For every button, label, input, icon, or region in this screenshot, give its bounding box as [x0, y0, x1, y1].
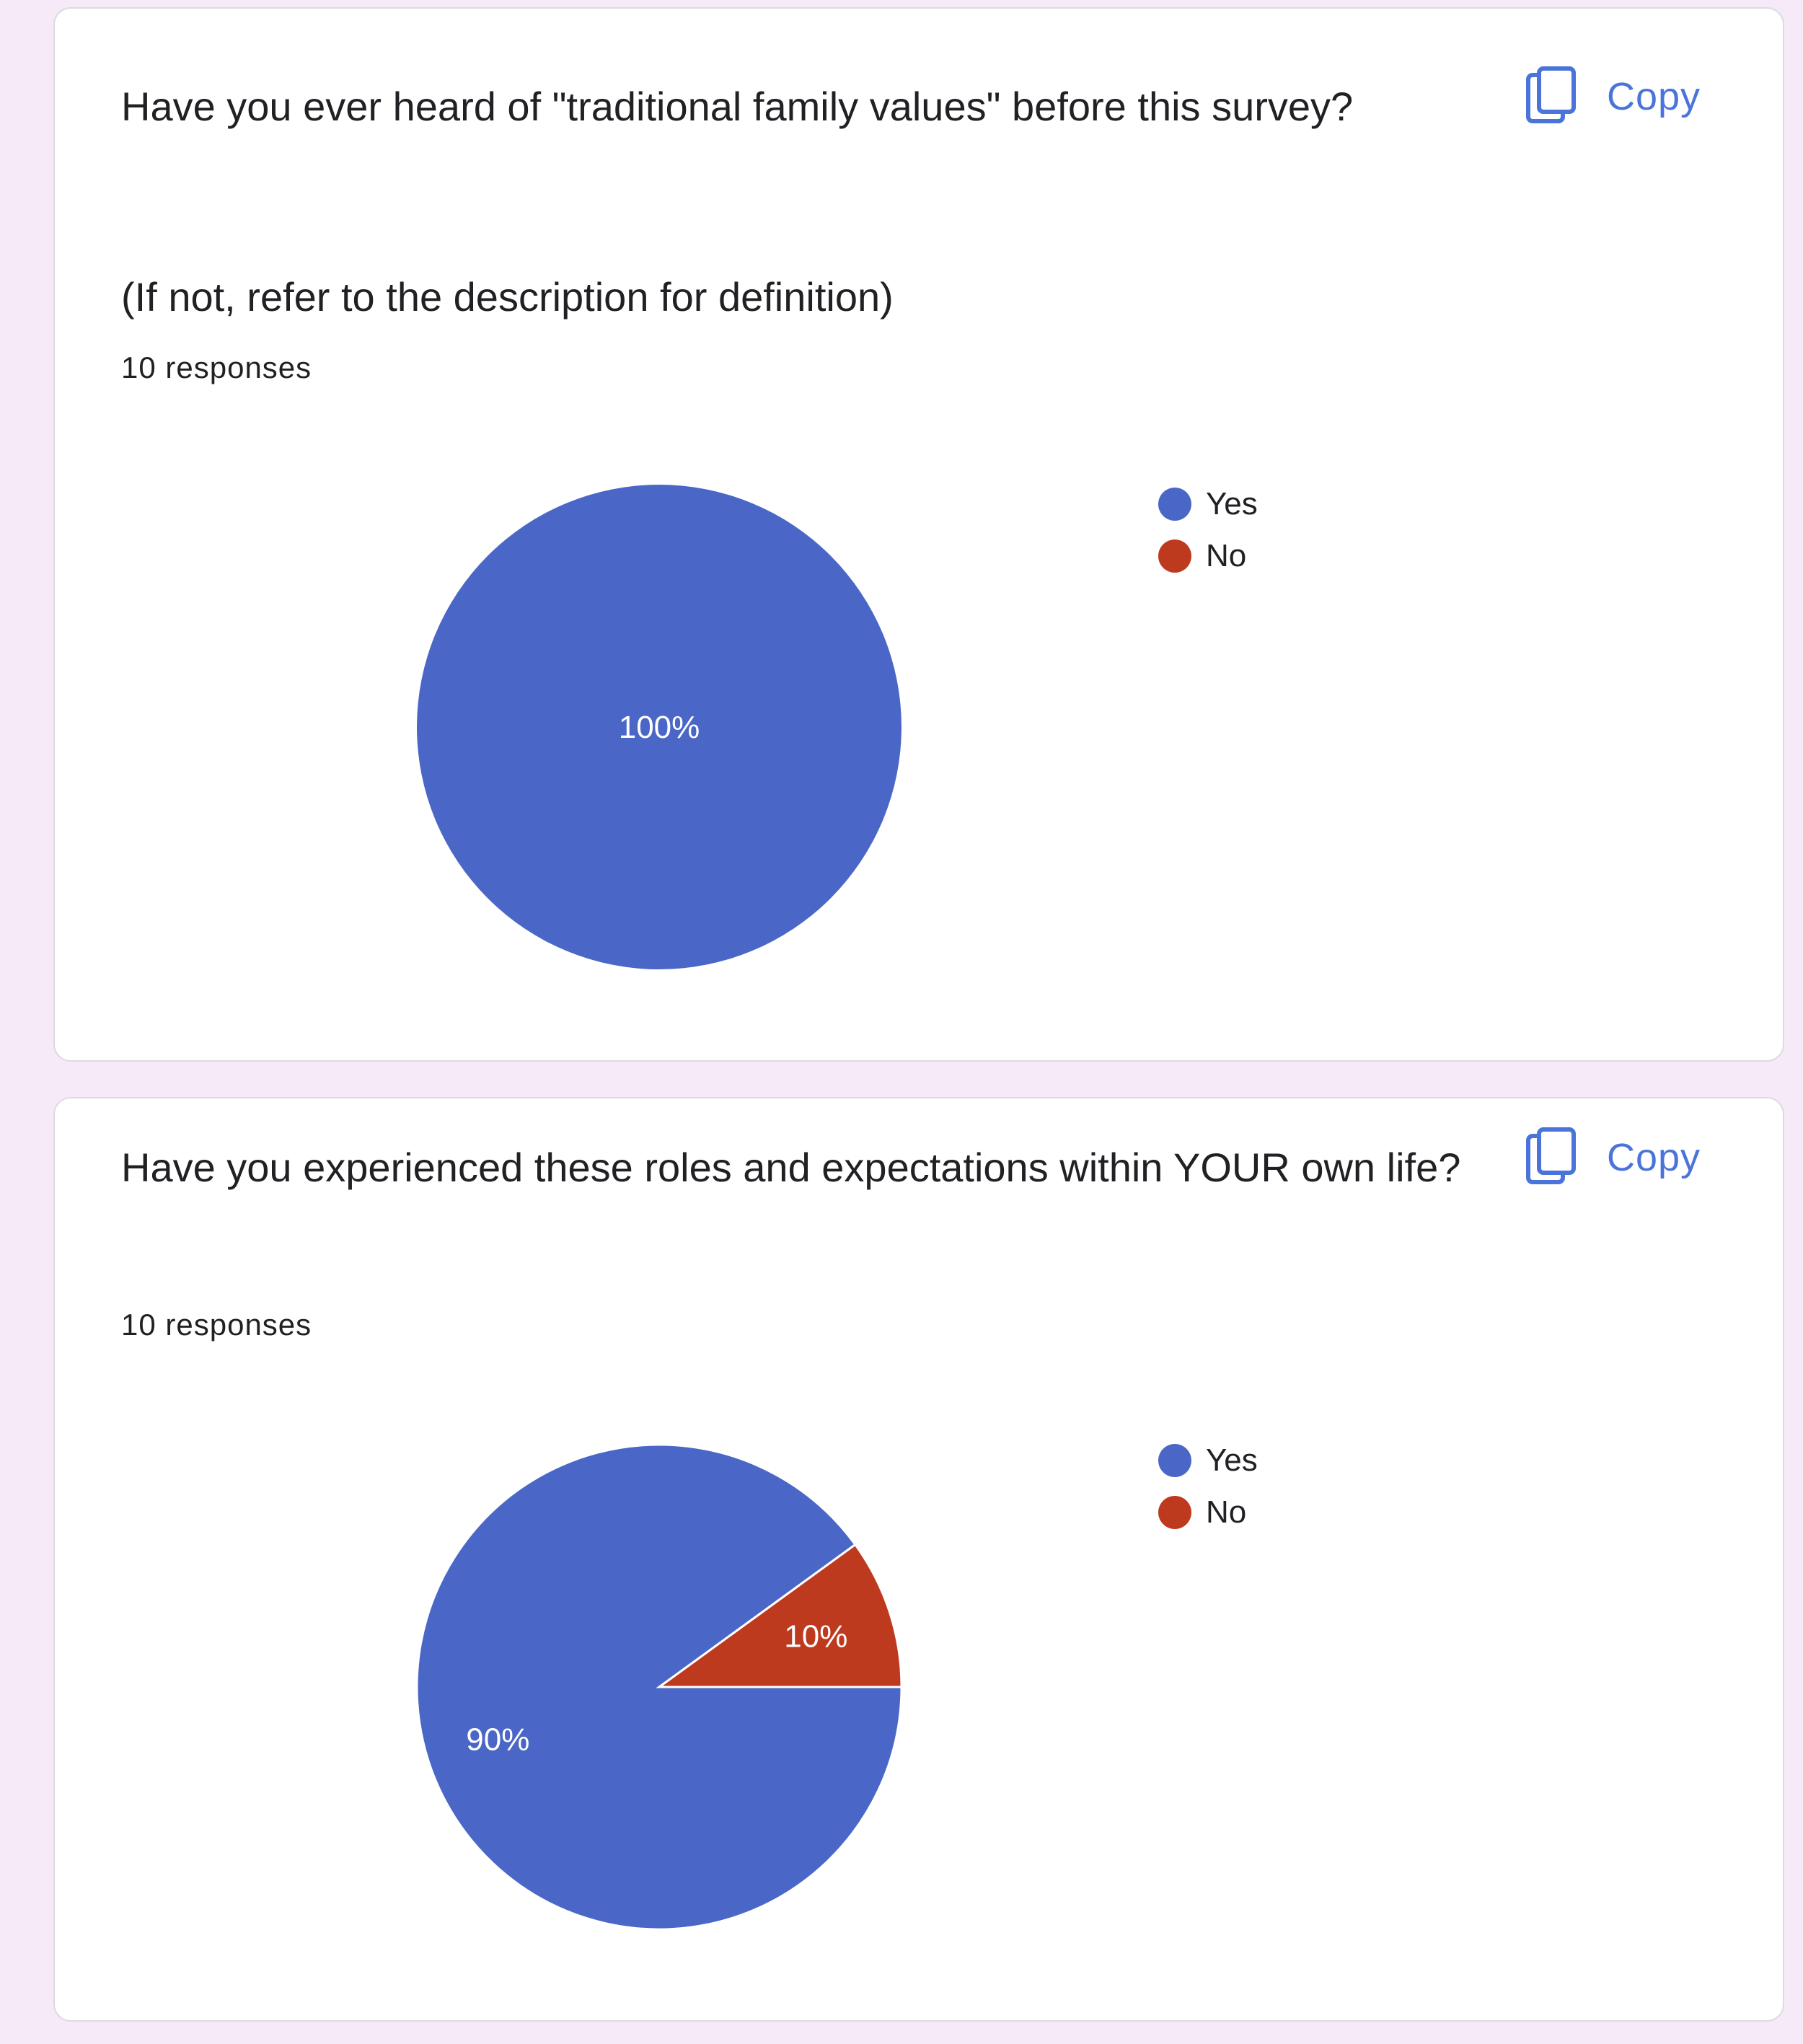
copy-label: Copy — [1607, 1136, 1701, 1179]
legend-item-no: No — [1158, 1486, 1447, 1538]
legend-item-no: No — [1158, 530, 1447, 582]
question-card-1: Have you ever heard of "traditional fami… — [53, 7, 1784, 1062]
response-count: 10 responses — [121, 351, 312, 384]
legend-label-no: No — [1206, 538, 1247, 573]
legend-label-no: No — [1206, 1494, 1247, 1530]
copy-label: Copy — [1607, 75, 1701, 118]
legend-item-yes: Yes — [1158, 1435, 1447, 1486]
response-count: 10 responses — [121, 1308, 312, 1342]
legend-dot-yes — [1158, 1444, 1191, 1477]
question-note: (If not, refer to the description for de… — [121, 274, 894, 320]
pie-slice-yes[interactable] — [417, 485, 901, 969]
question-title: Have you experienced these roles and exp… — [121, 1145, 1461, 1190]
copy-icon — [1526, 66, 1578, 128]
copy-icon — [1526, 1127, 1578, 1189]
legend-dot-yes — [1158, 488, 1191, 521]
legend-item-yes: Yes — [1158, 478, 1447, 530]
pie-label-yes: 100% — [619, 710, 700, 745]
legend-dot-no — [1158, 1496, 1191, 1529]
pie-chart: 10% 90% — [415, 1443, 903, 1931]
pie-chart: 100% — [417, 485, 901, 969]
legend-label-yes: Yes — [1206, 486, 1258, 521]
chart-legend: Yes No — [1158, 478, 1447, 582]
copy-button[interactable]: Copy — [1526, 1122, 1735, 1194]
pie-label-no: 10% — [784, 1618, 847, 1654]
pie-label-yes: 90% — [466, 1722, 529, 1758]
legend-label-yes: Yes — [1206, 1442, 1258, 1478]
question-title: Have you ever heard of "traditional fami… — [121, 84, 1354, 129]
pie-slice-yes[interactable] — [415, 1443, 903, 1931]
copy-button[interactable]: Copy — [1526, 61, 1735, 133]
chart-legend: Yes No — [1158, 1435, 1447, 1538]
legend-dot-no — [1158, 539, 1191, 573]
question-card-2: Have you experienced these roles and exp… — [53, 1097, 1784, 2022]
pie-slice-no[interactable] — [656, 1543, 903, 1688]
